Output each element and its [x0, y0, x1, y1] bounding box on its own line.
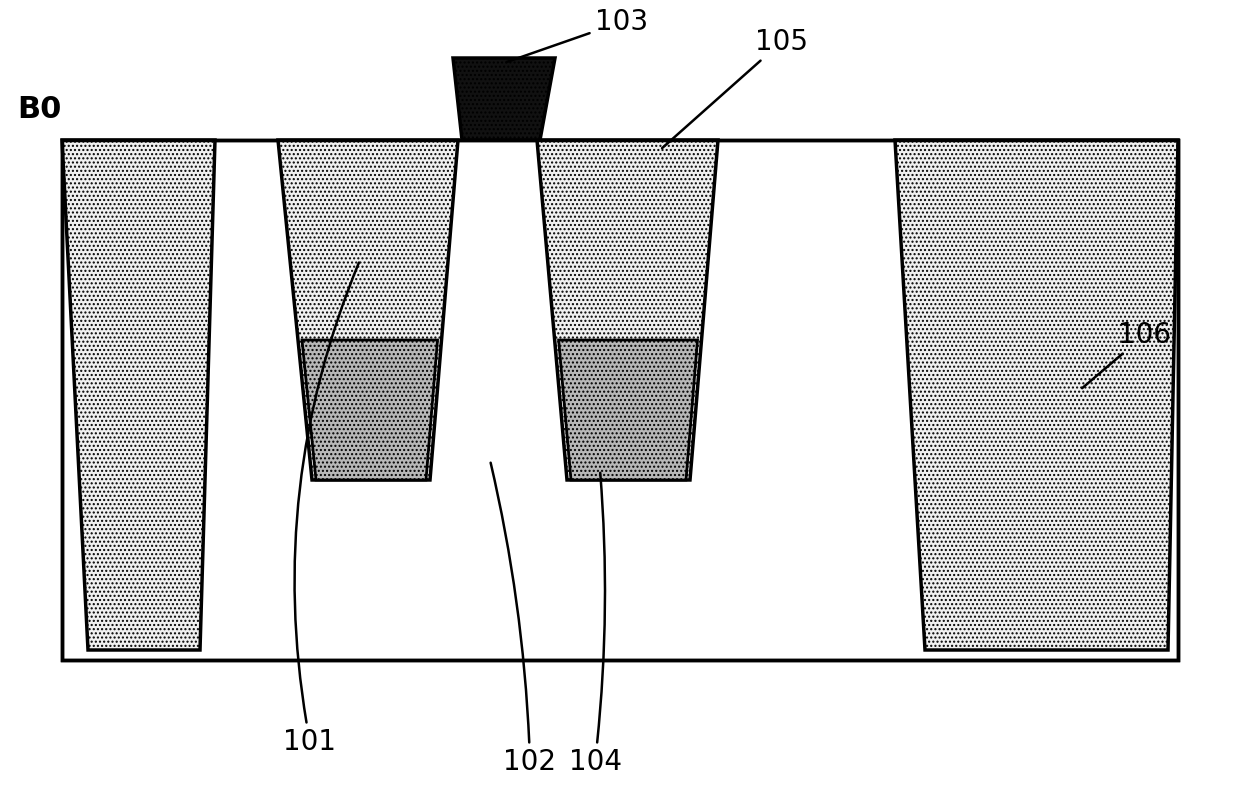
Text: 105: 105: [662, 28, 808, 148]
Polygon shape: [537, 140, 718, 480]
Text: B0: B0: [17, 95, 61, 124]
Polygon shape: [303, 340, 438, 480]
Text: 104: 104: [568, 473, 621, 776]
Polygon shape: [895, 140, 1178, 650]
Polygon shape: [278, 140, 458, 480]
Text: 106: 106: [1083, 321, 1171, 388]
Polygon shape: [62, 140, 215, 650]
Text: 102: 102: [491, 463, 557, 776]
Text: 103: 103: [507, 8, 649, 62]
Bar: [62, 140, 1178, 660]
Polygon shape: [559, 340, 698, 480]
Polygon shape: [453, 58, 556, 140]
Text: 101: 101: [284, 263, 358, 756]
Bar: [62, 140, 1178, 660]
